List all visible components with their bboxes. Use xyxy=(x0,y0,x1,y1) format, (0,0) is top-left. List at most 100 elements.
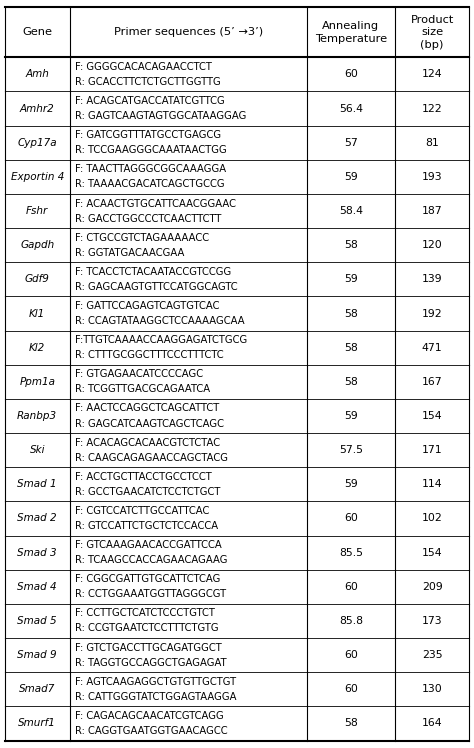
Text: Fshr: Fshr xyxy=(26,206,48,216)
Text: 58.4: 58.4 xyxy=(339,206,363,216)
Text: Smad 2: Smad 2 xyxy=(18,513,57,524)
Text: R: GAGTCAAGTAGTGGCATAAGGAG: R: GAGTCAAGTAGTGGCATAAGGAG xyxy=(75,111,247,121)
Text: 154: 154 xyxy=(422,548,442,558)
Text: 139: 139 xyxy=(422,275,442,284)
Text: R: GTCCATTCTGCTCTCCACCA: R: GTCCATTCTGCTCTCCACCA xyxy=(75,521,219,531)
Text: R: CAAGCAGAGAACCAGCTACG: R: CAAGCAGAGAACCAGCTACG xyxy=(75,453,228,463)
Text: 58: 58 xyxy=(344,308,358,319)
Text: Kl2: Kl2 xyxy=(29,343,46,353)
Text: Smad 4: Smad 4 xyxy=(18,582,57,592)
Text: Gdf9: Gdf9 xyxy=(25,275,50,284)
Text: Ranbp3: Ranbp3 xyxy=(17,411,57,421)
Text: F: ACAGCATGACCATATCGTTCG: F: ACAGCATGACCATATCGTTCG xyxy=(75,96,225,106)
Text: 114: 114 xyxy=(422,479,442,489)
Text: 192: 192 xyxy=(422,308,442,319)
Text: F: TCACCTCTACAATACCGTCCGG: F: TCACCTCTACAATACCGTCCGG xyxy=(75,267,232,277)
Text: Smad 9: Smad 9 xyxy=(18,650,57,660)
Text: F: CCTTGCTCATCTCCCTGTCT: F: CCTTGCTCATCTCCCTGTCT xyxy=(75,608,215,619)
Text: 58: 58 xyxy=(344,343,358,353)
Text: 154: 154 xyxy=(422,411,442,421)
Text: 81: 81 xyxy=(425,138,439,147)
Text: 56.4: 56.4 xyxy=(339,103,363,114)
Text: 60: 60 xyxy=(344,582,358,592)
Text: R: TCGGTTGACGCAGAATCA: R: TCGGTTGACGCAGAATCA xyxy=(75,384,210,394)
Text: Gapdh: Gapdh xyxy=(20,240,55,250)
Text: R: TCCGAAGGGCAAATAACTGG: R: TCCGAAGGGCAAATAACTGG xyxy=(75,145,227,156)
Text: 58: 58 xyxy=(344,377,358,387)
Text: F: CGGCGATTGTGCATTCTCAG: F: CGGCGATTGTGCATTCTCAG xyxy=(75,574,221,584)
Text: 58: 58 xyxy=(344,718,358,729)
Text: F: GATTCCAGAGTCAGTGTCAC: F: GATTCCAGAGTCAGTGTCAC xyxy=(75,301,220,311)
Text: 85.8: 85.8 xyxy=(339,616,363,626)
Text: F: AGTCAAGAGGCTGTGTTGCTGT: F: AGTCAAGAGGCTGTGTTGCTGT xyxy=(75,677,237,687)
Text: 193: 193 xyxy=(422,172,442,182)
Text: Smad 5: Smad 5 xyxy=(18,616,57,626)
Text: Smad 1: Smad 1 xyxy=(18,479,57,489)
Text: 85.5: 85.5 xyxy=(339,548,363,558)
Text: Gene: Gene xyxy=(22,28,52,37)
Text: R: CCTGGAAATGGTTAGGGCGT: R: CCTGGAAATGGTTAGGGCGT xyxy=(75,589,227,599)
Text: Smurf1: Smurf1 xyxy=(18,718,56,729)
Text: F: ACCTGCTTACCTGCCTCCT: F: ACCTGCTTACCTGCCTCCT xyxy=(75,472,212,482)
Text: 130: 130 xyxy=(422,684,442,694)
Text: 235: 235 xyxy=(422,650,442,660)
Text: 57: 57 xyxy=(344,138,358,147)
Text: 57.5: 57.5 xyxy=(339,445,363,456)
Text: 59: 59 xyxy=(344,275,358,284)
Text: R: TCAAGCCACCAGAACAGAAG: R: TCAAGCCACCAGAACAGAAG xyxy=(75,555,228,565)
Text: Product
size
(bp): Product size (bp) xyxy=(410,15,454,50)
Text: F: GGGGCACACAGAACCTCT: F: GGGGCACACAGAACCTCT xyxy=(75,62,212,72)
Text: R: GGTATGACAACGAA: R: GGTATGACAACGAA xyxy=(75,248,185,258)
Text: 60: 60 xyxy=(344,684,358,694)
Text: 164: 164 xyxy=(422,718,442,729)
Text: 102: 102 xyxy=(422,513,442,524)
Text: 187: 187 xyxy=(422,206,442,216)
Text: F: ACAACTGTGCATTCAACGGAAC: F: ACAACTGTGCATTCAACGGAAC xyxy=(75,198,237,209)
Text: 171: 171 xyxy=(422,445,442,456)
Text: R: CTTTGCGGCTTTCCCTTTCTC: R: CTTTGCGGCTTTCCCTTTCTC xyxy=(75,350,224,361)
Text: R: CCAGTATAAGGCTCCAAAAGCAA: R: CCAGTATAAGGCTCCAAAAGCAA xyxy=(75,316,245,326)
Text: F: GTCAAAGAACACCGATTCCA: F: GTCAAAGAACACCGATTCCA xyxy=(75,540,222,550)
Text: 59: 59 xyxy=(344,479,358,489)
Text: 60: 60 xyxy=(344,650,358,660)
Text: Amhr2: Amhr2 xyxy=(20,103,55,114)
Bar xyxy=(5,7,469,58)
Text: 59: 59 xyxy=(344,172,358,182)
Text: F: GTGAGAACATCCCCAGC: F: GTGAGAACATCCCCAGC xyxy=(75,370,203,379)
Text: F: CAGACAGCAACATCGTCAGG: F: CAGACAGCAACATCGTCAGG xyxy=(75,711,224,721)
Text: R: GAGCAAGTGTTCCATGGCAGTC: R: GAGCAAGTGTTCCATGGCAGTC xyxy=(75,282,238,292)
Text: F: ACACAGCACAACGTCTCTAC: F: ACACAGCACAACGTCTCTAC xyxy=(75,438,220,447)
Text: 120: 120 xyxy=(422,240,442,250)
Text: F: GTCTGACCTTGCAGATGGCT: F: GTCTGACCTTGCAGATGGCT xyxy=(75,643,222,652)
Text: Smad 3: Smad 3 xyxy=(18,548,57,558)
Text: 60: 60 xyxy=(344,513,358,524)
Text: 167: 167 xyxy=(422,377,442,387)
Text: 122: 122 xyxy=(422,103,442,114)
Text: 173: 173 xyxy=(422,616,442,626)
Text: 58: 58 xyxy=(344,240,358,250)
Text: 59: 59 xyxy=(344,411,358,421)
Text: Amh: Amh xyxy=(25,70,49,79)
Text: 209: 209 xyxy=(422,582,442,592)
Text: F: GATCGGTTTATGCCTGAGCG: F: GATCGGTTTATGCCTGAGCG xyxy=(75,130,221,140)
Text: F:TTGTCAAAACCAAGGAGATCTGCG: F:TTGTCAAAACCAAGGAGATCTGCG xyxy=(75,335,247,345)
Text: 60: 60 xyxy=(344,70,358,79)
Text: Smad7: Smad7 xyxy=(19,684,55,694)
Text: F: AACTCCAGGCTCAGCATTCT: F: AACTCCAGGCTCAGCATTCT xyxy=(75,403,219,414)
Text: R: GACCTGGCCCTCAACTTCTT: R: GACCTGGCCCTCAACTTCTT xyxy=(75,214,222,224)
Text: 124: 124 xyxy=(422,70,442,79)
Text: R: GAGCATCAAGTCAGCTCAGC: R: GAGCATCAAGTCAGCTCAGC xyxy=(75,419,224,429)
Text: R: CATTGGGTATCTGGAGTAAGGA: R: CATTGGGTATCTGGAGTAAGGA xyxy=(75,692,237,702)
Text: R: CAGGTGAATGGTGAACAGCC: R: CAGGTGAATGGTGAACAGCC xyxy=(75,726,228,736)
Text: F: CTGCCGTCTAGAAAAACC: F: CTGCCGTCTAGAAAAACC xyxy=(75,233,210,242)
Text: F: CGTCCATCTTGCCATTCAC: F: CGTCCATCTTGCCATTCAC xyxy=(75,506,210,516)
Text: R: GCACCTTCTCTGCTTGGTTG: R: GCACCTTCTCTGCTTGGTTG xyxy=(75,77,221,87)
Text: R: TAGGTGCCAGGCTGAGAGAT: R: TAGGTGCCAGGCTGAGAGAT xyxy=(75,657,227,668)
Text: Cyp17a: Cyp17a xyxy=(18,138,57,147)
Text: 471: 471 xyxy=(422,343,442,353)
Text: Annealing
Temperature: Annealing Temperature xyxy=(315,21,387,43)
Text: R: CCGTGAATCTCCTTTCTGTG: R: CCGTGAATCTCCTTTCTGTG xyxy=(75,624,219,634)
Text: Ski: Ski xyxy=(29,445,45,456)
Text: R: GCCTGAACATCTCCTCTGCT: R: GCCTGAACATCTCCTCTGCT xyxy=(75,487,221,497)
Text: Primer sequences (5’ →3’): Primer sequences (5’ →3’) xyxy=(114,28,263,37)
